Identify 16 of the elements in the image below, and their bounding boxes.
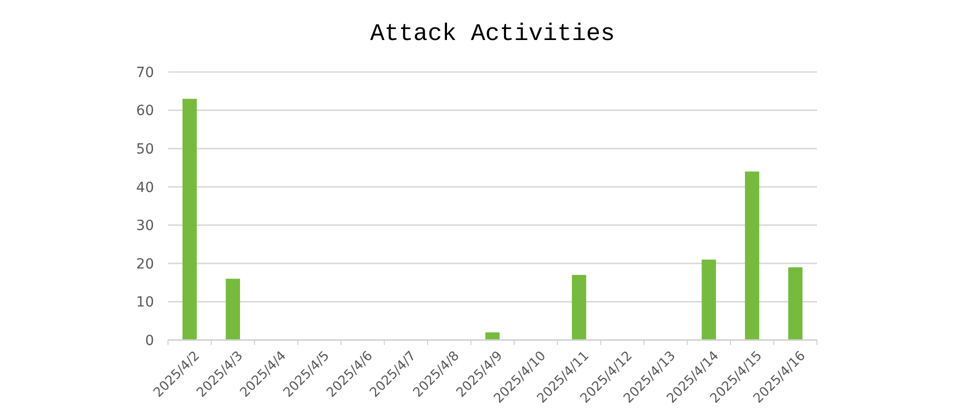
- y-tick-label: 60: [136, 103, 154, 120]
- y-tick-label: 50: [136, 141, 154, 158]
- bar: [226, 278, 240, 340]
- chart-title: Attack Activities: [370, 21, 615, 48]
- y-tick-label: 30: [136, 218, 154, 234]
- y-tick-label: 10: [136, 294, 154, 311]
- y-tick-label: 20: [136, 256, 154, 272]
- bar: [788, 267, 803, 340]
- bar: [744, 172, 760, 340]
- y-tick-label: 40: [136, 180, 154, 196]
- y-tick-label: 70: [136, 64, 154, 81]
- y-tick-label: 0: [145, 332, 154, 349]
- bar: [485, 332, 500, 340]
- bar: [182, 98, 197, 340]
- bar: [572, 274, 586, 340]
- bar: [702, 260, 716, 340]
